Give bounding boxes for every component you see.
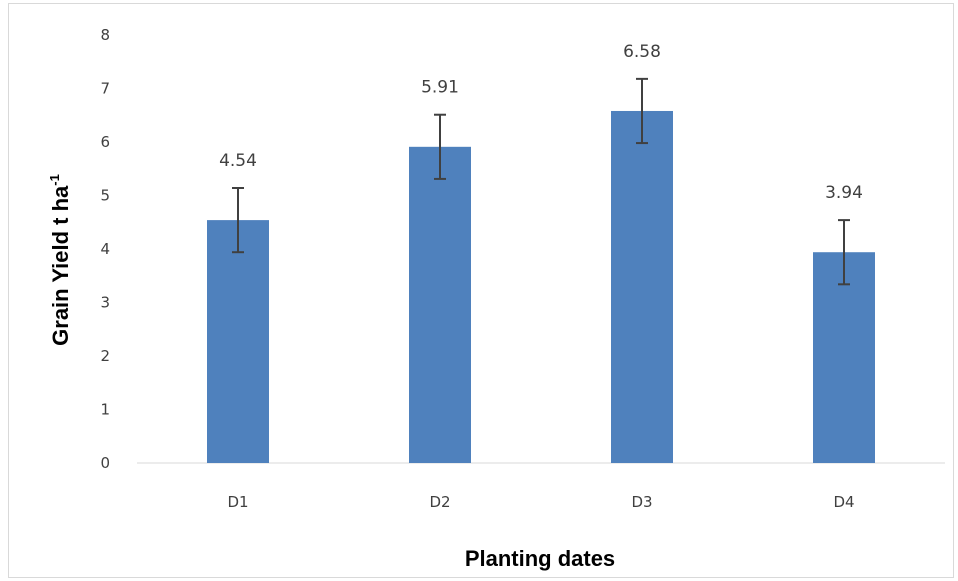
data-label-d3: 6.58 xyxy=(623,42,661,62)
x-tick-label: D2 xyxy=(429,493,450,511)
error-bar-d3 xyxy=(636,77,648,145)
bar-d1 xyxy=(207,220,269,463)
x-tick-label: D4 xyxy=(833,493,854,511)
error-bar-d4 xyxy=(838,219,850,286)
y-tick-label: 0 xyxy=(100,454,110,472)
x-tick-label: D1 xyxy=(227,493,248,511)
y-tick-label: 6 xyxy=(100,133,110,151)
y-axis-title-superscript: -1 xyxy=(47,174,62,186)
y-tick-label: 3 xyxy=(100,294,110,312)
error-bars xyxy=(232,77,850,286)
bar-d2 xyxy=(409,146,471,463)
data-labels: 4.54 5.91 6.58 3.94 xyxy=(219,42,863,203)
y-tick-label: 7 xyxy=(100,80,110,98)
data-label-d4: 3.94 xyxy=(825,183,863,203)
y-axis-ticks: 0 1 2 3 4 5 6 7 8 xyxy=(100,26,110,472)
x-axis-title: Planting dates xyxy=(465,546,615,571)
y-axis-title-main: Grain Yield t ha xyxy=(48,185,73,346)
data-label-d1: 4.54 xyxy=(219,151,257,171)
data-label-d2: 5.91 xyxy=(421,78,459,98)
chart-frame xyxy=(8,3,954,578)
y-tick-label: 5 xyxy=(100,187,110,205)
x-tick-label: D3 xyxy=(631,493,652,511)
y-axis-title: Grain Yield t ha-1 xyxy=(47,174,73,346)
x-axis-ticks: D1 D2 D3 D4 xyxy=(227,493,854,511)
y-tick-label: 1 xyxy=(100,401,110,419)
y-tick-label: 4 xyxy=(100,240,110,258)
y-tick-label: 8 xyxy=(100,26,110,44)
error-bar-d1 xyxy=(232,187,244,254)
bar-d4 xyxy=(813,252,875,463)
bars xyxy=(207,110,875,463)
bar-d3 xyxy=(611,110,673,463)
y-tick-label: 2 xyxy=(100,347,110,365)
error-bar-d2 xyxy=(434,113,446,180)
